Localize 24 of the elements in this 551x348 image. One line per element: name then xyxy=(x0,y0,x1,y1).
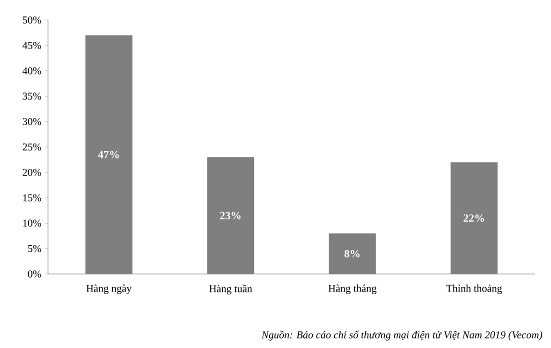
data-label: 22% xyxy=(464,214,484,222)
y-tick-label: 50% xyxy=(22,16,42,24)
y-tick-label: 25% xyxy=(22,143,42,151)
y-tick-label: 15% xyxy=(23,194,42,202)
y-tick-label: 10% xyxy=(23,220,42,227)
bar xyxy=(207,157,254,274)
bar xyxy=(450,162,498,274)
x-tick-label: Hàng ngày xyxy=(86,284,132,294)
y-tick-label: 0% xyxy=(28,270,42,278)
y-tick-label: 20% xyxy=(22,168,42,176)
text: Nguồn: Báo cáo chỉ số thương mại điện tử Việt Nam 2019 (Vecom) xyxy=(262,330,542,340)
data-label: 23% xyxy=(220,212,241,220)
y-tick-label: 45% xyxy=(22,42,42,49)
y-tick-label: 40% xyxy=(22,67,42,74)
x-tick-label: Hàng tuần xyxy=(209,284,252,294)
x-tick-label: Thỉnh thoảng xyxy=(446,284,502,294)
y-tick-label: 30% xyxy=(22,118,42,126)
bar xyxy=(328,233,376,274)
y-tick-label: 35% xyxy=(22,92,42,100)
x-tick-label: Hàng tháng xyxy=(328,284,376,294)
bar xyxy=(85,35,132,274)
y-tick-label: 5% xyxy=(28,245,42,252)
data-label: 8% xyxy=(344,250,360,258)
data-label: 47% xyxy=(98,150,119,158)
